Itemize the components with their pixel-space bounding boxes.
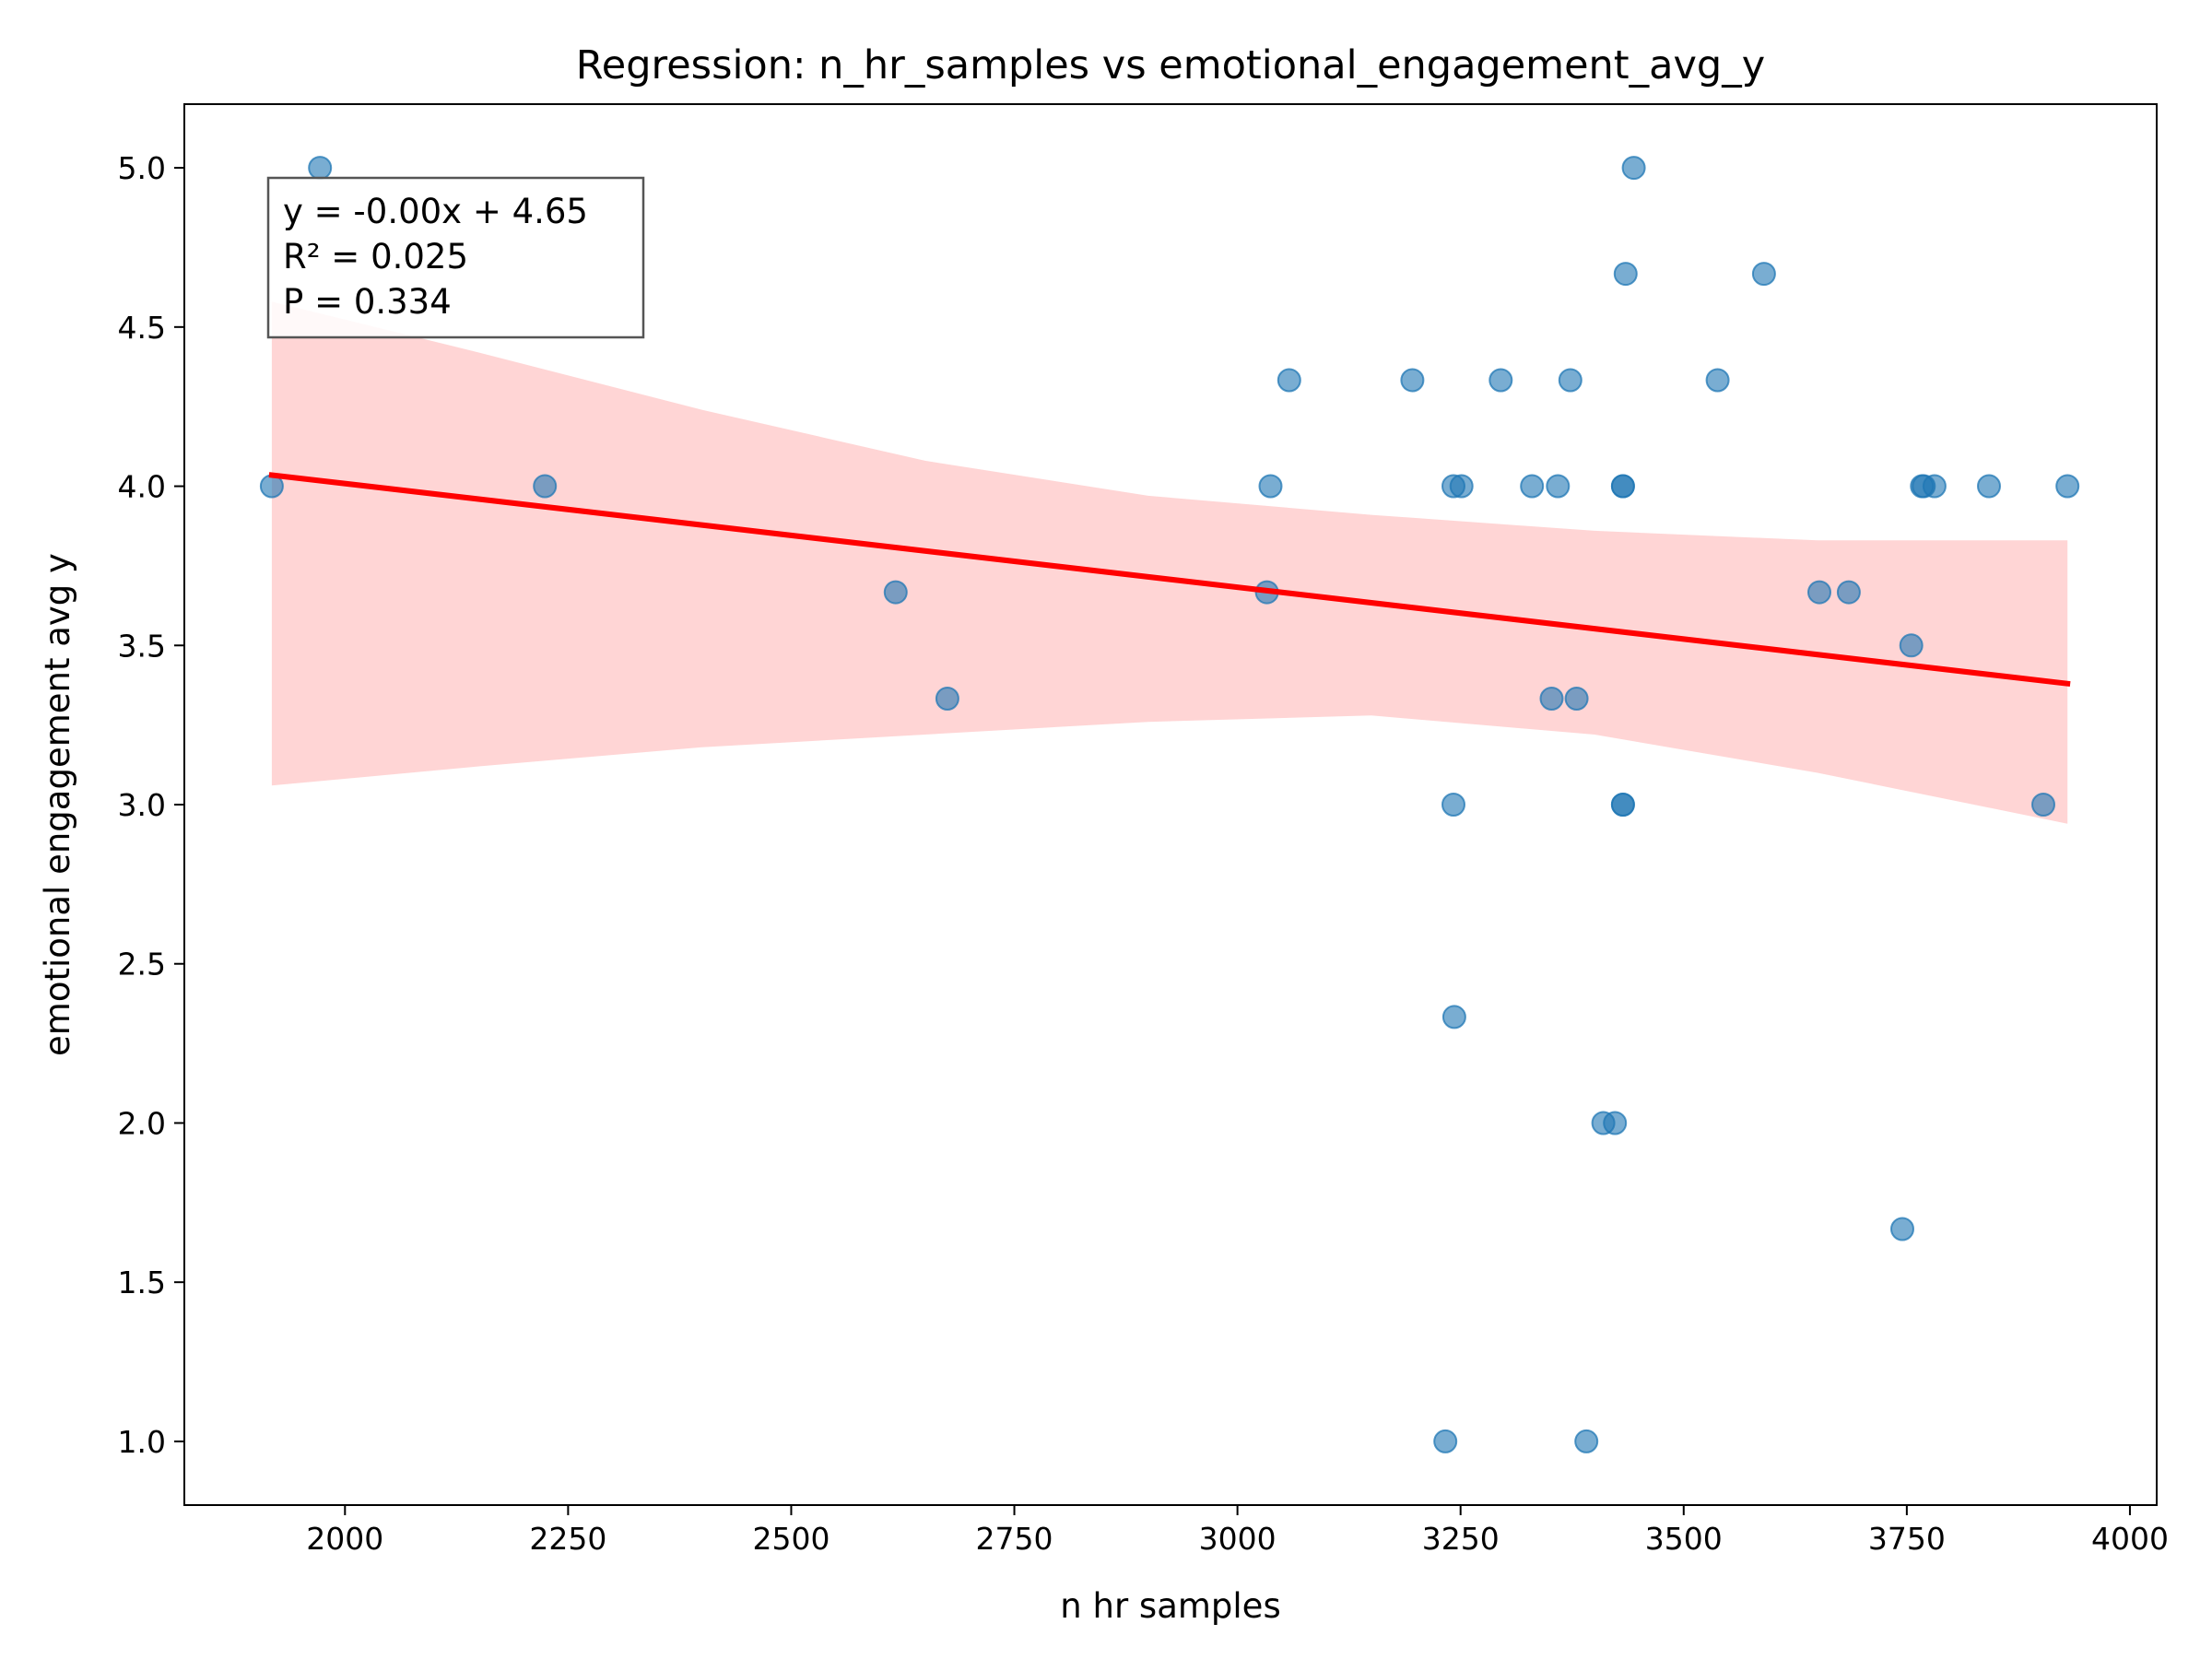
data-point [1277,368,1301,393]
y-tick-label: 3.5 [118,628,166,664]
stats-annotation: y = -0.00x + 4.65 R² = 0.025 P = 0.334 [266,176,645,339]
data-point [1610,474,1635,499]
x-tick-label: 2000 [306,1521,383,1557]
plot-area [259,156,2080,1453]
data-point [1449,474,1474,499]
data-point [1441,1005,1466,1030]
data-point [1922,474,1947,499]
x-axis: 2000 2250 2500 2750 3000 3250 3500 3750 4000 [306,1505,2169,1557]
data-point [1977,474,2001,499]
stats-p-value: P = 0.334 [283,282,452,322]
regression-line [268,472,2071,688]
data-point [1258,474,1283,499]
data-point [1610,793,1635,817]
x-axis-label: n hr samples [1060,1586,1280,1626]
y-axis: 1.0 1.5 2.0 2.5 3.0 3.5 4.0 4.5 5.0 [118,150,184,1460]
data-point [533,474,558,499]
y-tick-label: 1.0 [118,1424,166,1460]
data-point [935,687,959,711]
data-point [1546,474,1571,499]
y-tick-label: 2.5 [118,947,166,982]
x-tick-label: 3500 [1645,1521,1723,1557]
data-point [1441,793,1465,817]
data-point [1836,580,1861,605]
x-tick-label: 3250 [1422,1521,1500,1557]
data-point [1621,156,1646,181]
data-point [883,580,908,605]
data-point [308,156,333,181]
stats-equation: y = -0.00x + 4.65 [283,192,588,231]
x-tick-label: 3000 [1199,1521,1277,1557]
data-point [1574,1429,1599,1453]
stats-box [266,176,645,339]
data-point [1520,474,1545,499]
chart-title: Regression: n_hr_samples vs emotional_en… [576,42,1765,88]
x-tick-label: 4000 [2091,1521,2169,1557]
y-tick-label: 3.0 [118,787,166,823]
data-point [1603,1111,1628,1135]
data-point [1539,687,1564,711]
data-point [1433,1429,1458,1453]
data-point [2055,474,2080,499]
stats-r-squared: R² = 0.025 [283,237,468,276]
data-point [1613,262,1638,287]
x-tick-label: 3750 [1868,1521,1946,1557]
data-point [2031,793,2055,817]
data-point [1890,1217,1914,1241]
y-tick-label: 5.0 [118,150,166,186]
y-tick-label: 1.5 [118,1265,166,1300]
data-point [1558,368,1583,393]
x-tick-label: 2500 [752,1521,830,1557]
data-point [1564,687,1589,711]
data-point [1400,368,1425,393]
data-point [1899,633,1924,658]
y-axis-label: emotional engagement avg y [38,553,77,1056]
y-tick-label: 4.5 [118,310,166,346]
y-tick-label: 4.0 [118,469,166,505]
y-tick-label: 2.0 [118,1105,166,1141]
confidence-band [271,301,2068,824]
x-tick-label: 2750 [976,1521,1053,1557]
data-point [1807,580,1831,605]
data-point [1488,368,1513,393]
x-tick-label: 2250 [529,1521,606,1557]
data-point [1705,368,1730,393]
data-point [1751,262,1776,287]
